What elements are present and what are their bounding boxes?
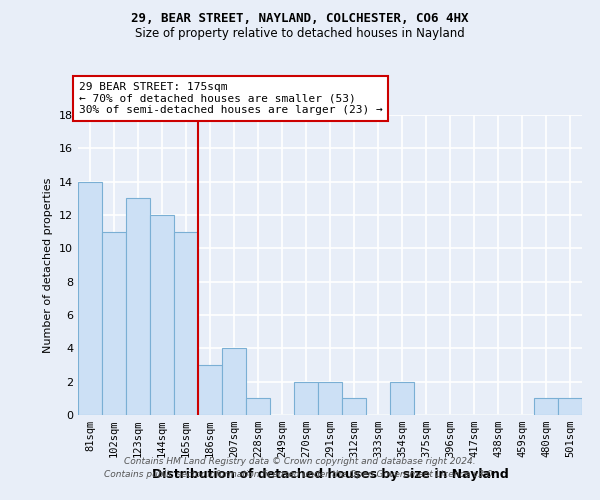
Bar <box>318 382 342 415</box>
Bar <box>126 198 150 415</box>
Bar <box>174 232 198 415</box>
Bar <box>534 398 558 415</box>
Bar <box>222 348 246 415</box>
Bar <box>78 182 102 415</box>
Text: 29 BEAR STREET: 175sqm
← 70% of detached houses are smaller (53)
30% of semi-det: 29 BEAR STREET: 175sqm ← 70% of detached… <box>79 82 383 115</box>
Bar <box>294 382 318 415</box>
Bar <box>558 398 582 415</box>
Bar <box>198 365 222 415</box>
Bar <box>342 398 366 415</box>
Text: 29, BEAR STREET, NAYLAND, COLCHESTER, CO6 4HX: 29, BEAR STREET, NAYLAND, COLCHESTER, CO… <box>131 12 469 26</box>
Bar <box>150 215 174 415</box>
Bar <box>102 232 126 415</box>
Text: Contains HM Land Registry data © Crown copyright and database right 2024.: Contains HM Land Registry data © Crown c… <box>124 458 476 466</box>
Bar <box>246 398 270 415</box>
Text: Contains public sector information licensed under the Open Government Licence v3: Contains public sector information licen… <box>104 470 496 479</box>
Bar <box>390 382 414 415</box>
X-axis label: Distribution of detached houses by size in Nayland: Distribution of detached houses by size … <box>152 468 508 481</box>
Y-axis label: Number of detached properties: Number of detached properties <box>43 178 53 352</box>
Text: Size of property relative to detached houses in Nayland: Size of property relative to detached ho… <box>135 28 465 40</box>
